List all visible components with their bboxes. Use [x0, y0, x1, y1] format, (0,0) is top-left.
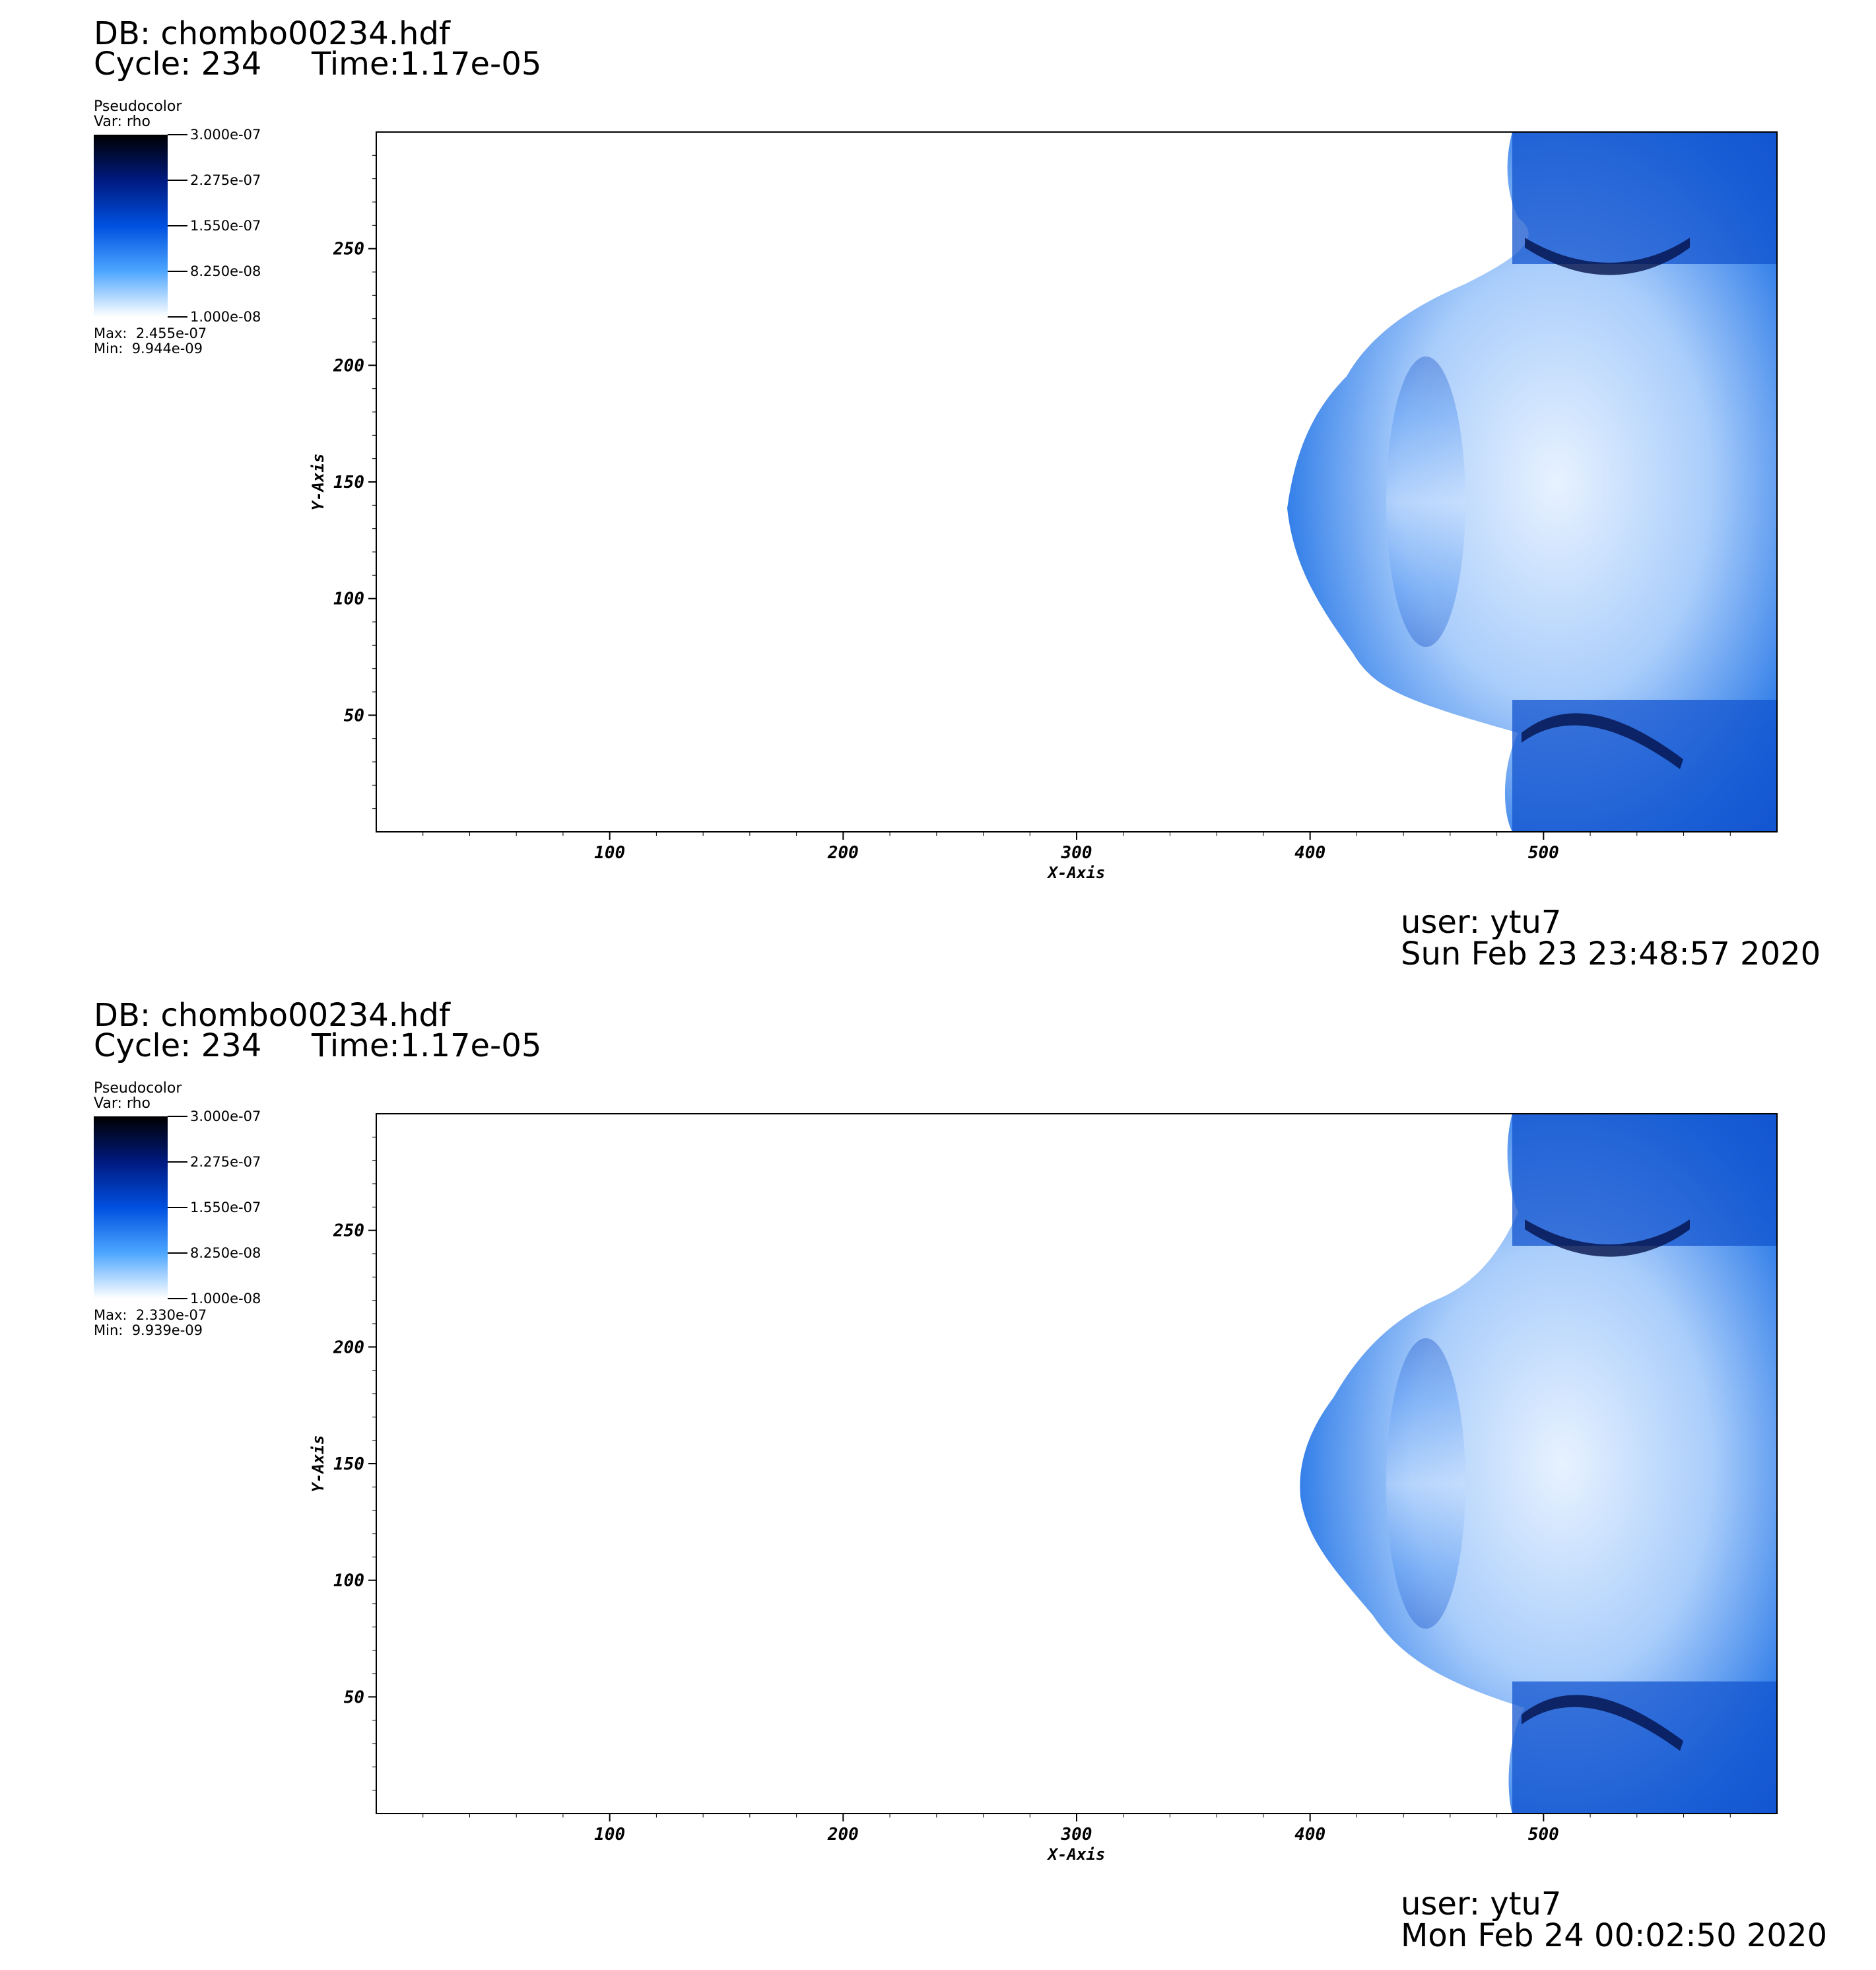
y-tick-label: 50 — [344, 1687, 364, 1707]
pseudocolor-plot: 100 200 300 400 500 50 100 150 200 250 X-Axis Y-Axi… — [309, 1113, 1778, 1864]
legend-tick-label: 3.000e-07 — [190, 1108, 261, 1124]
x-tick-label: 300 — [1061, 1825, 1092, 1845]
density-filament — [1522, 713, 1683, 769]
plot-panel-2: DB: chombo00234.hdf Cycle: 234 Time:1.17… — [0, 982, 1876, 1965]
x-tick-label: 200 — [827, 1825, 859, 1845]
x-tick-label: 300 — [1061, 843, 1092, 863]
density-field — [1300, 1114, 1777, 1814]
y-tick-label: 150 — [333, 1454, 364, 1474]
legend-tick-label: 1.000e-08 — [190, 1291, 261, 1307]
legend-min: Min: 9.944e-09 — [94, 341, 203, 357]
time-label: Time:1.17e-05 — [312, 1027, 542, 1064]
legend-tick — [168, 1116, 187, 1117]
legend-tick-label: 8.250e-08 — [190, 1245, 261, 1261]
legend-tick — [168, 1161, 187, 1163]
legend-tick-label: 8.250e-08 — [190, 263, 261, 279]
legend-min: Min: 9.939e-09 — [94, 1322, 203, 1338]
y-tick-label: 250 — [333, 1221, 364, 1241]
density-filament — [1522, 1695, 1683, 1751]
y-axis-label: Y-Axis — [309, 454, 327, 511]
legend-max: Max: 2.455e-07 — [94, 325, 207, 341]
db-title: DB: chombo00234.hdf — [94, 15, 450, 52]
legend-tick — [168, 1298, 187, 1299]
legend-tick-label: 2.275e-07 — [190, 1154, 261, 1170]
legend-tick — [168, 225, 187, 226]
density-filament — [1525, 1219, 1690, 1257]
x-tick-label: 100 — [594, 843, 625, 863]
user-label: user: ytu7 — [1401, 904, 1562, 941]
y-tick-label: 100 — [333, 1571, 364, 1591]
legend-tick-label: 1.550e-07 — [190, 1200, 261, 1215]
legend-tick-label: 1.000e-08 — [190, 309, 261, 325]
x-axis-label: X-Axis — [1047, 1845, 1106, 1864]
legend-max: Max: 2.330e-07 — [94, 1307, 207, 1323]
legend-plot-type: Pseudocolor — [94, 98, 182, 115]
x-tick-label: 500 — [1528, 1825, 1559, 1845]
density-structure — [1386, 1338, 1465, 1629]
x-tick-label: 400 — [1294, 843, 1325, 863]
pseudocolor-plot: 100 200 300 400 500 50 100 150 200 250 X-Axis Y-Axi… — [309, 131, 1778, 882]
x-axis-label: X-Axis — [1047, 864, 1106, 882]
cycle-label: Cycle: 234 — [94, 46, 262, 83]
cycle-label: Cycle: 234 — [94, 1027, 262, 1064]
legend-tick — [168, 134, 187, 135]
density-structure — [1386, 357, 1465, 647]
density-band-top — [1512, 1114, 1777, 1246]
density-filament — [1525, 238, 1690, 275]
legend-plot-type: Pseudocolor — [94, 1080, 182, 1097]
x-tick-label: 200 — [827, 843, 859, 863]
y-tick-label: 50 — [344, 706, 364, 726]
density-band-top — [1512, 132, 1777, 264]
legend-tick-label: 3.000e-07 — [190, 127, 261, 143]
x-tick-label: 100 — [594, 1825, 625, 1845]
x-tick-label: 500 — [1528, 843, 1559, 863]
user-label: user: ytu7 — [1401, 1885, 1562, 1922]
y-tick-label: 150 — [333, 473, 364, 493]
date-label: Sun Feb 23 23:48:57 2020 — [1401, 935, 1821, 972]
legend-tick-label: 2.275e-07 — [190, 172, 261, 188]
x-tick-label: 400 — [1294, 1825, 1325, 1845]
legend-tick — [168, 180, 187, 181]
legend-tick — [168, 316, 187, 318]
plot-panel-1: DB: chombo00234.hdf Cycle: 234 Time:1.17… — [0, 0, 1876, 984]
time-label: Time:1.17e-05 — [312, 46, 542, 83]
y-tick-label: 100 — [333, 590, 364, 609]
legend-colorbar — [94, 1116, 168, 1299]
y-axis-label: Y-Axis — [309, 1435, 327, 1493]
legend-colorbar — [94, 135, 168, 317]
legend-tick-label: 1.550e-07 — [190, 218, 261, 234]
y-tick-label: 200 — [333, 1338, 364, 1357]
y-tick-label: 200 — [333, 356, 364, 376]
legend-tick — [168, 1252, 187, 1254]
db-title: DB: chombo00234.hdf — [94, 997, 450, 1034]
density-field — [1287, 132, 1777, 832]
y-tick-label: 250 — [333, 240, 364, 259]
legend-variable: Var: rho — [94, 114, 151, 130]
legend-variable: Var: rho — [94, 1095, 151, 1112]
legend-tick — [168, 271, 187, 272]
date-label: Mon Feb 24 00:02:50 2020 — [1401, 1917, 1828, 1954]
legend-tick — [168, 1207, 187, 1208]
